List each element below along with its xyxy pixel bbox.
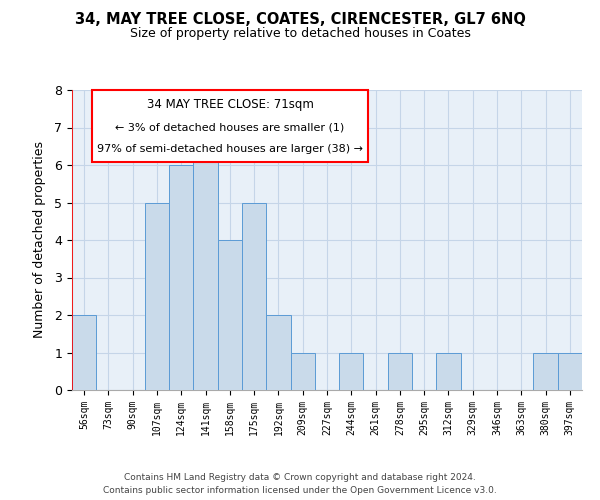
Bar [290, 352, 315, 390]
Text: Contains HM Land Registry data © Crown copyright and database right 2024.: Contains HM Land Registry data © Crown c… [124, 474, 476, 482]
Bar [388, 352, 412, 390]
Bar [218, 240, 242, 390]
Bar [436, 352, 461, 390]
Bar [169, 165, 193, 390]
Text: Contains public sector information licensed under the Open Government Licence v3: Contains public sector information licen… [103, 486, 497, 495]
Bar [266, 315, 290, 390]
Bar [145, 202, 169, 390]
Bar [72, 315, 96, 390]
Bar [533, 352, 558, 390]
Text: 97% of semi-detached houses are larger (38) →: 97% of semi-detached houses are larger (… [97, 144, 363, 154]
FancyBboxPatch shape [92, 90, 368, 162]
Bar [339, 352, 364, 390]
Bar [558, 352, 582, 390]
Y-axis label: Number of detached properties: Number of detached properties [33, 142, 46, 338]
Text: Size of property relative to detached houses in Coates: Size of property relative to detached ho… [130, 28, 470, 40]
Text: ← 3% of detached houses are smaller (1): ← 3% of detached houses are smaller (1) [115, 122, 345, 132]
Text: 34 MAY TREE CLOSE: 71sqm: 34 MAY TREE CLOSE: 71sqm [146, 98, 314, 111]
Text: 34, MAY TREE CLOSE, COATES, CIRENCESTER, GL7 6NQ: 34, MAY TREE CLOSE, COATES, CIRENCESTER,… [74, 12, 526, 28]
Bar [242, 202, 266, 390]
Bar [193, 128, 218, 390]
